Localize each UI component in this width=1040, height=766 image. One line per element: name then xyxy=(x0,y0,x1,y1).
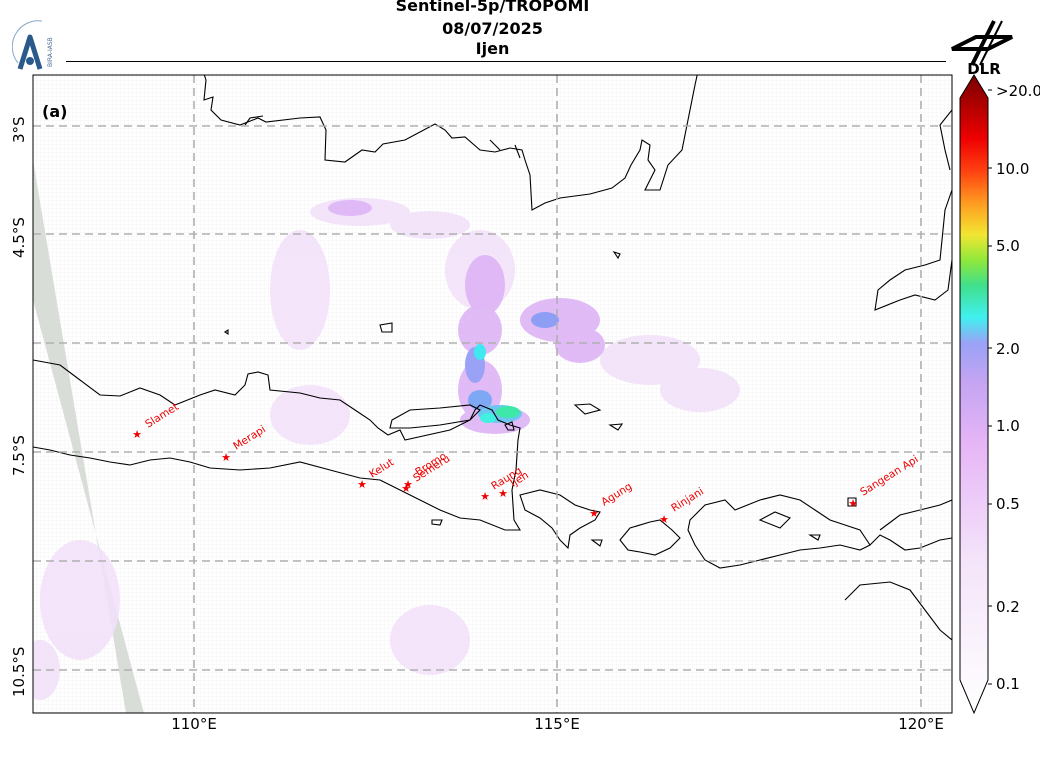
title-volcano: Ijen xyxy=(475,39,510,58)
x-tick-110e: 110°E xyxy=(171,715,217,733)
x-tick-120e: 120°E xyxy=(898,715,944,733)
y-tick-3s: 3°S xyxy=(10,116,28,143)
svg-text:★: ★ xyxy=(221,451,231,464)
colorbar-label-10: 10.0 xyxy=(996,160,1030,178)
map-frame xyxy=(32,74,953,714)
colorbar-ticks xyxy=(988,89,992,685)
dlr-text: DLR xyxy=(967,60,1001,77)
svg-text:★: ★ xyxy=(403,478,413,491)
so2-plume-strong xyxy=(465,312,559,423)
graticule xyxy=(33,75,952,713)
bira-iasb-logo: BIRA-IASB xyxy=(12,20,54,70)
panel-label: (a) xyxy=(42,102,68,121)
svg-text:★: ★ xyxy=(498,487,508,500)
bira-iasb-text: BIRA-IASB xyxy=(47,37,54,67)
svg-text:★: ★ xyxy=(132,428,142,441)
colorbar-label-2: 2.0 xyxy=(996,340,1020,358)
title-divider xyxy=(66,61,946,62)
colorbar-label-5: 5.0 xyxy=(996,237,1020,255)
svg-text:★: ★ xyxy=(401,482,411,495)
svg-text:★: ★ xyxy=(480,490,490,503)
title-date: 08/07/2025 xyxy=(442,19,543,38)
colorbar xyxy=(959,74,992,715)
svg-text:★: ★ xyxy=(357,478,367,491)
coastlines xyxy=(33,75,952,641)
colorbar-label-0-2: 0.2 xyxy=(996,598,1020,616)
so2-plume-faint xyxy=(33,198,740,700)
title-line-1: Sentinel-5p/TROPOMI xyxy=(395,0,590,15)
svg-text:★: ★ xyxy=(589,507,599,520)
x-tick-115e: 115°E xyxy=(534,715,580,733)
y-tick-7-5s: 7.5°S xyxy=(10,435,28,476)
svg-text:★: ★ xyxy=(848,497,858,510)
colorbar-label-0-1: 0.1 xyxy=(996,675,1020,693)
dlr-logo: DLR xyxy=(951,20,1013,77)
colorbar-label-0-5: 0.5 xyxy=(996,495,1020,513)
colorbar-label-max: >20.0 xyxy=(996,82,1040,100)
y-tick-4-5s: 4.5°S xyxy=(10,217,28,258)
svg-text:★: ★ xyxy=(659,513,669,526)
colorbar-label-1: 1.0 xyxy=(996,417,1020,435)
y-tick-10-5s: 10.5°S xyxy=(10,646,28,697)
